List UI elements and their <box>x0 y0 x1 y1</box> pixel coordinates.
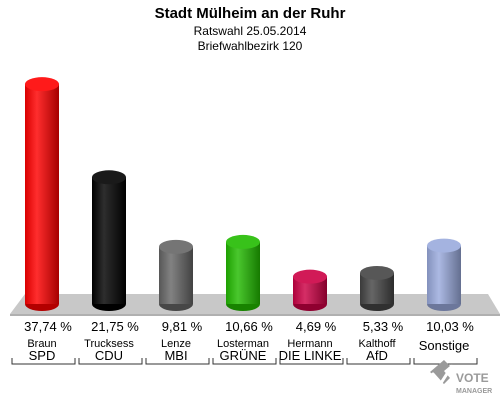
party-label: Sonstige <box>419 338 470 353</box>
vote-manager-logo: VOTE MANAGER <box>430 360 492 395</box>
candidate-label: Lenze <box>161 338 191 350</box>
candidate-label: Hermann <box>287 338 332 350</box>
bars-layer <box>25 77 461 311</box>
bar-top <box>293 269 327 284</box>
bar-spd <box>25 77 59 311</box>
value-label: 10,66 % <box>225 319 273 334</box>
chart-subtitle: Ratswahl 25.05.2014 <box>193 24 307 38</box>
logo-line1: VOTE <box>456 371 489 385</box>
bar-top <box>360 265 394 280</box>
candidate-label: Losterman <box>217 338 269 350</box>
chart-title: Stadt Mülheim an der Ruhr <box>154 5 346 22</box>
value-label: 21,75 % <box>91 319 139 334</box>
bar-top <box>159 239 193 254</box>
value-label: 4,69 % <box>296 319 337 334</box>
bar-top <box>226 234 260 249</box>
party-label: MBI <box>164 348 187 363</box>
category-bracket <box>11 358 76 365</box>
category-bracket <box>145 358 210 365</box>
candidate-label: Braun <box>27 338 56 350</box>
value-label: 10,03 % <box>426 319 474 334</box>
party-label: SPD <box>29 348 56 363</box>
party-label: GRÜNE <box>220 348 267 363</box>
logo-line2: MANAGER <box>456 388 492 395</box>
candidate-label: Kalthoff <box>358 338 396 350</box>
value-label: 37,74 % <box>24 319 72 334</box>
chart-floor-shadow <box>10 314 500 316</box>
category-bracket <box>346 358 411 365</box>
bar-sonstige <box>427 238 461 311</box>
bar-body <box>226 241 260 304</box>
bar-body <box>159 246 193 304</box>
candidate-label: Trucksess <box>84 338 134 350</box>
chart-district: Briefwahlbezirk 120 <box>197 39 303 53</box>
bar-cdu <box>92 170 126 311</box>
checkmark-icon <box>430 360 454 386</box>
party-label: DIE LINKE <box>279 348 342 363</box>
party-label: AfD <box>366 348 388 363</box>
bar-body <box>92 177 126 304</box>
bar-top <box>427 238 461 253</box>
bar-body <box>25 84 59 305</box>
category-bracket <box>279 358 344 365</box>
bar-top <box>92 170 126 185</box>
bar-body <box>427 245 461 304</box>
category-bracket <box>78 358 143 365</box>
bar-grüne <box>226 234 260 311</box>
party-label: CDU <box>95 348 123 363</box>
bar-afd <box>360 265 394 311</box>
value-label: 9,81 % <box>162 319 203 334</box>
bar-die-linke <box>293 269 327 311</box>
bar-top <box>25 77 59 92</box>
category-bracket <box>212 358 277 365</box>
value-label: 5,33 % <box>363 319 404 334</box>
bar-mbi <box>159 239 193 311</box>
